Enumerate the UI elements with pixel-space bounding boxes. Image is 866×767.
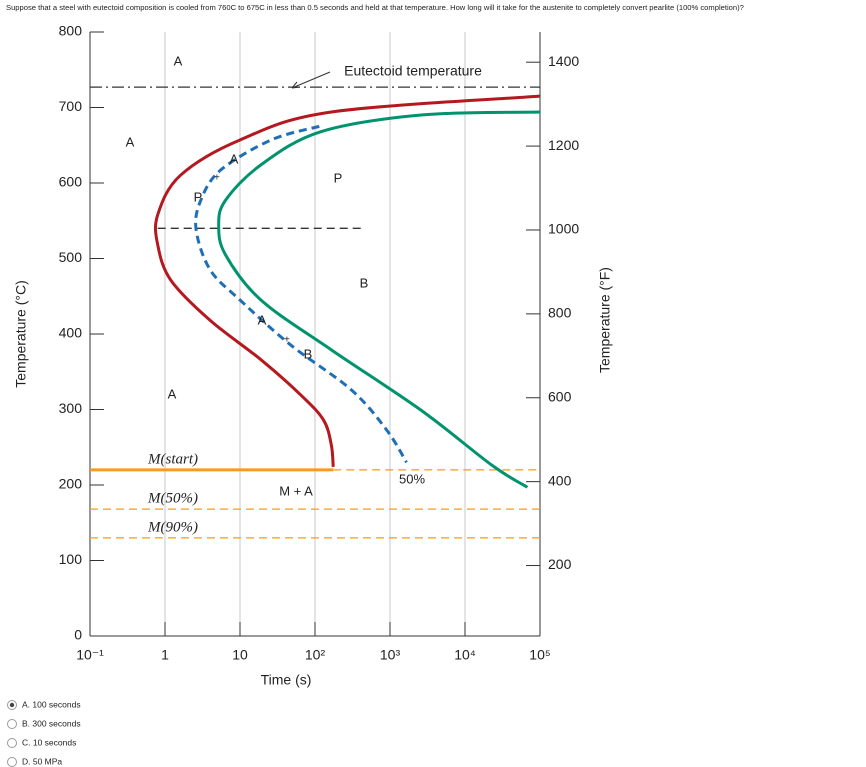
y-tick-label: 200 xyxy=(59,476,83,492)
y-tick-label: 700 xyxy=(59,98,83,114)
radio[interactable] xyxy=(7,738,17,748)
y2-tick-label: 200 xyxy=(548,556,572,572)
x-tick-label: 10 xyxy=(232,647,248,663)
annotation: A xyxy=(126,134,135,149)
x-tick-label: 10³ xyxy=(380,647,401,663)
y2-tick-label: 600 xyxy=(548,388,572,404)
curve xyxy=(217,110,541,489)
option-label[interactable]: B. 300 seconds xyxy=(22,718,81,728)
y-tick-label: 800 xyxy=(59,23,83,39)
radio[interactable] xyxy=(7,757,17,767)
annotation: B xyxy=(304,346,313,361)
curve xyxy=(194,124,408,464)
option-label[interactable]: A. 100 seconds xyxy=(22,699,81,709)
y2-tick-label: 400 xyxy=(548,472,572,488)
question: Suppose that a steel with eutectoid comp… xyxy=(6,3,744,12)
y-axis-title: Temperature (°C) xyxy=(13,280,29,388)
y2-tick-label: 800 xyxy=(548,305,572,321)
y-tick-label: 300 xyxy=(59,400,83,416)
y-tick-label: 100 xyxy=(59,551,83,567)
x-axis-title: Time (s) xyxy=(261,672,312,688)
arrow xyxy=(291,71,331,89)
option[interactable]: A. 100 seconds xyxy=(7,699,81,710)
plus-mark: + xyxy=(284,335,290,346)
radio[interactable] xyxy=(7,719,17,729)
reference-label: M(90%) xyxy=(147,519,198,535)
x-tick-label: 1 xyxy=(161,647,169,663)
annotation: P xyxy=(334,170,343,185)
y2-tick-label: 1000 xyxy=(548,221,579,237)
plus-mark: + xyxy=(214,173,220,184)
y2-tick-label: 1400 xyxy=(548,53,579,69)
reference-label: Eutectoid temperature xyxy=(344,63,482,79)
y2-tick-label: 1200 xyxy=(548,137,579,153)
annotations: A A A P P B A B A M + A 50% + + xyxy=(126,53,426,498)
series-label: 50% xyxy=(399,471,425,486)
annotation: B xyxy=(360,275,369,290)
y2-axis-title: Temperature (°F) xyxy=(597,267,613,373)
option[interactable]: B. 300 seconds xyxy=(7,718,81,729)
y-tick-label: 600 xyxy=(59,174,83,190)
curve xyxy=(153,94,541,468)
reference-label: M(50%) xyxy=(147,491,198,507)
annotation: P xyxy=(194,189,203,204)
option[interactable]: C. 10 seconds xyxy=(7,737,77,748)
option-label[interactable]: D. 50 MPa xyxy=(22,756,62,766)
option[interactable]: D. 50 MPa xyxy=(7,756,63,767)
reference-label: M(start) xyxy=(147,451,198,467)
annotation: M + A xyxy=(279,483,313,498)
annotation: A xyxy=(258,312,267,327)
x-tick-label: 10⁵ xyxy=(529,647,550,663)
y-tick-label: 500 xyxy=(59,249,83,265)
x-tick-label: 10⁻¹ xyxy=(76,647,104,663)
y-tick-label: 400 xyxy=(59,325,83,341)
annotation: A xyxy=(168,386,177,401)
x-tick-label: 10⁴ xyxy=(454,647,476,663)
radio-dot[interactable] xyxy=(9,702,15,708)
y-tick-label: 0 xyxy=(74,627,82,643)
annotation: A xyxy=(174,53,183,68)
x-tick-label: 10² xyxy=(305,647,326,663)
option-label[interactable]: C. 10 seconds xyxy=(22,737,76,747)
annotation: A xyxy=(230,151,239,166)
